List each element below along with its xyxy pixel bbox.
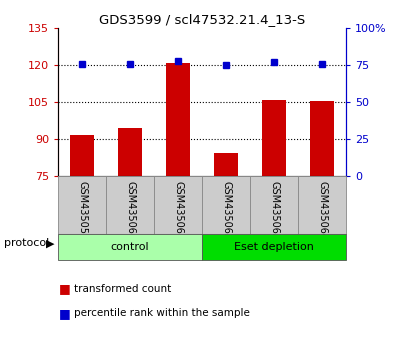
Bar: [310, 101, 334, 176]
Text: Eset depletion: Eset depletion: [234, 242, 314, 252]
Text: protocol: protocol: [4, 239, 49, 249]
Text: GSM435060: GSM435060: [125, 181, 135, 240]
Bar: [58, 176, 106, 234]
Text: ■: ■: [59, 307, 71, 320]
Bar: [106, 176, 154, 234]
Bar: [154, 176, 202, 234]
Title: GDS3599 / scl47532.21.4_13-S: GDS3599 / scl47532.21.4_13-S: [99, 13, 305, 26]
Bar: [202, 176, 250, 234]
Text: GSM435059: GSM435059: [77, 181, 87, 240]
Bar: [262, 99, 286, 176]
Bar: [70, 135, 94, 176]
Text: control: control: [111, 242, 149, 252]
Text: ▶: ▶: [46, 239, 54, 249]
Text: GSM435063: GSM435063: [269, 181, 279, 240]
Bar: [214, 153, 238, 176]
Bar: [298, 176, 346, 234]
Bar: [166, 63, 190, 176]
Text: GSM435064: GSM435064: [317, 181, 327, 240]
Bar: [58, 234, 202, 260]
Bar: [118, 128, 142, 176]
Bar: [250, 176, 298, 234]
Text: ■: ■: [59, 282, 71, 295]
Text: transformed count: transformed count: [74, 284, 171, 293]
Text: GSM435061: GSM435061: [173, 181, 183, 240]
Text: percentile rank within the sample: percentile rank within the sample: [74, 308, 250, 318]
Text: GSM435062: GSM435062: [221, 181, 231, 240]
Bar: [202, 234, 346, 260]
